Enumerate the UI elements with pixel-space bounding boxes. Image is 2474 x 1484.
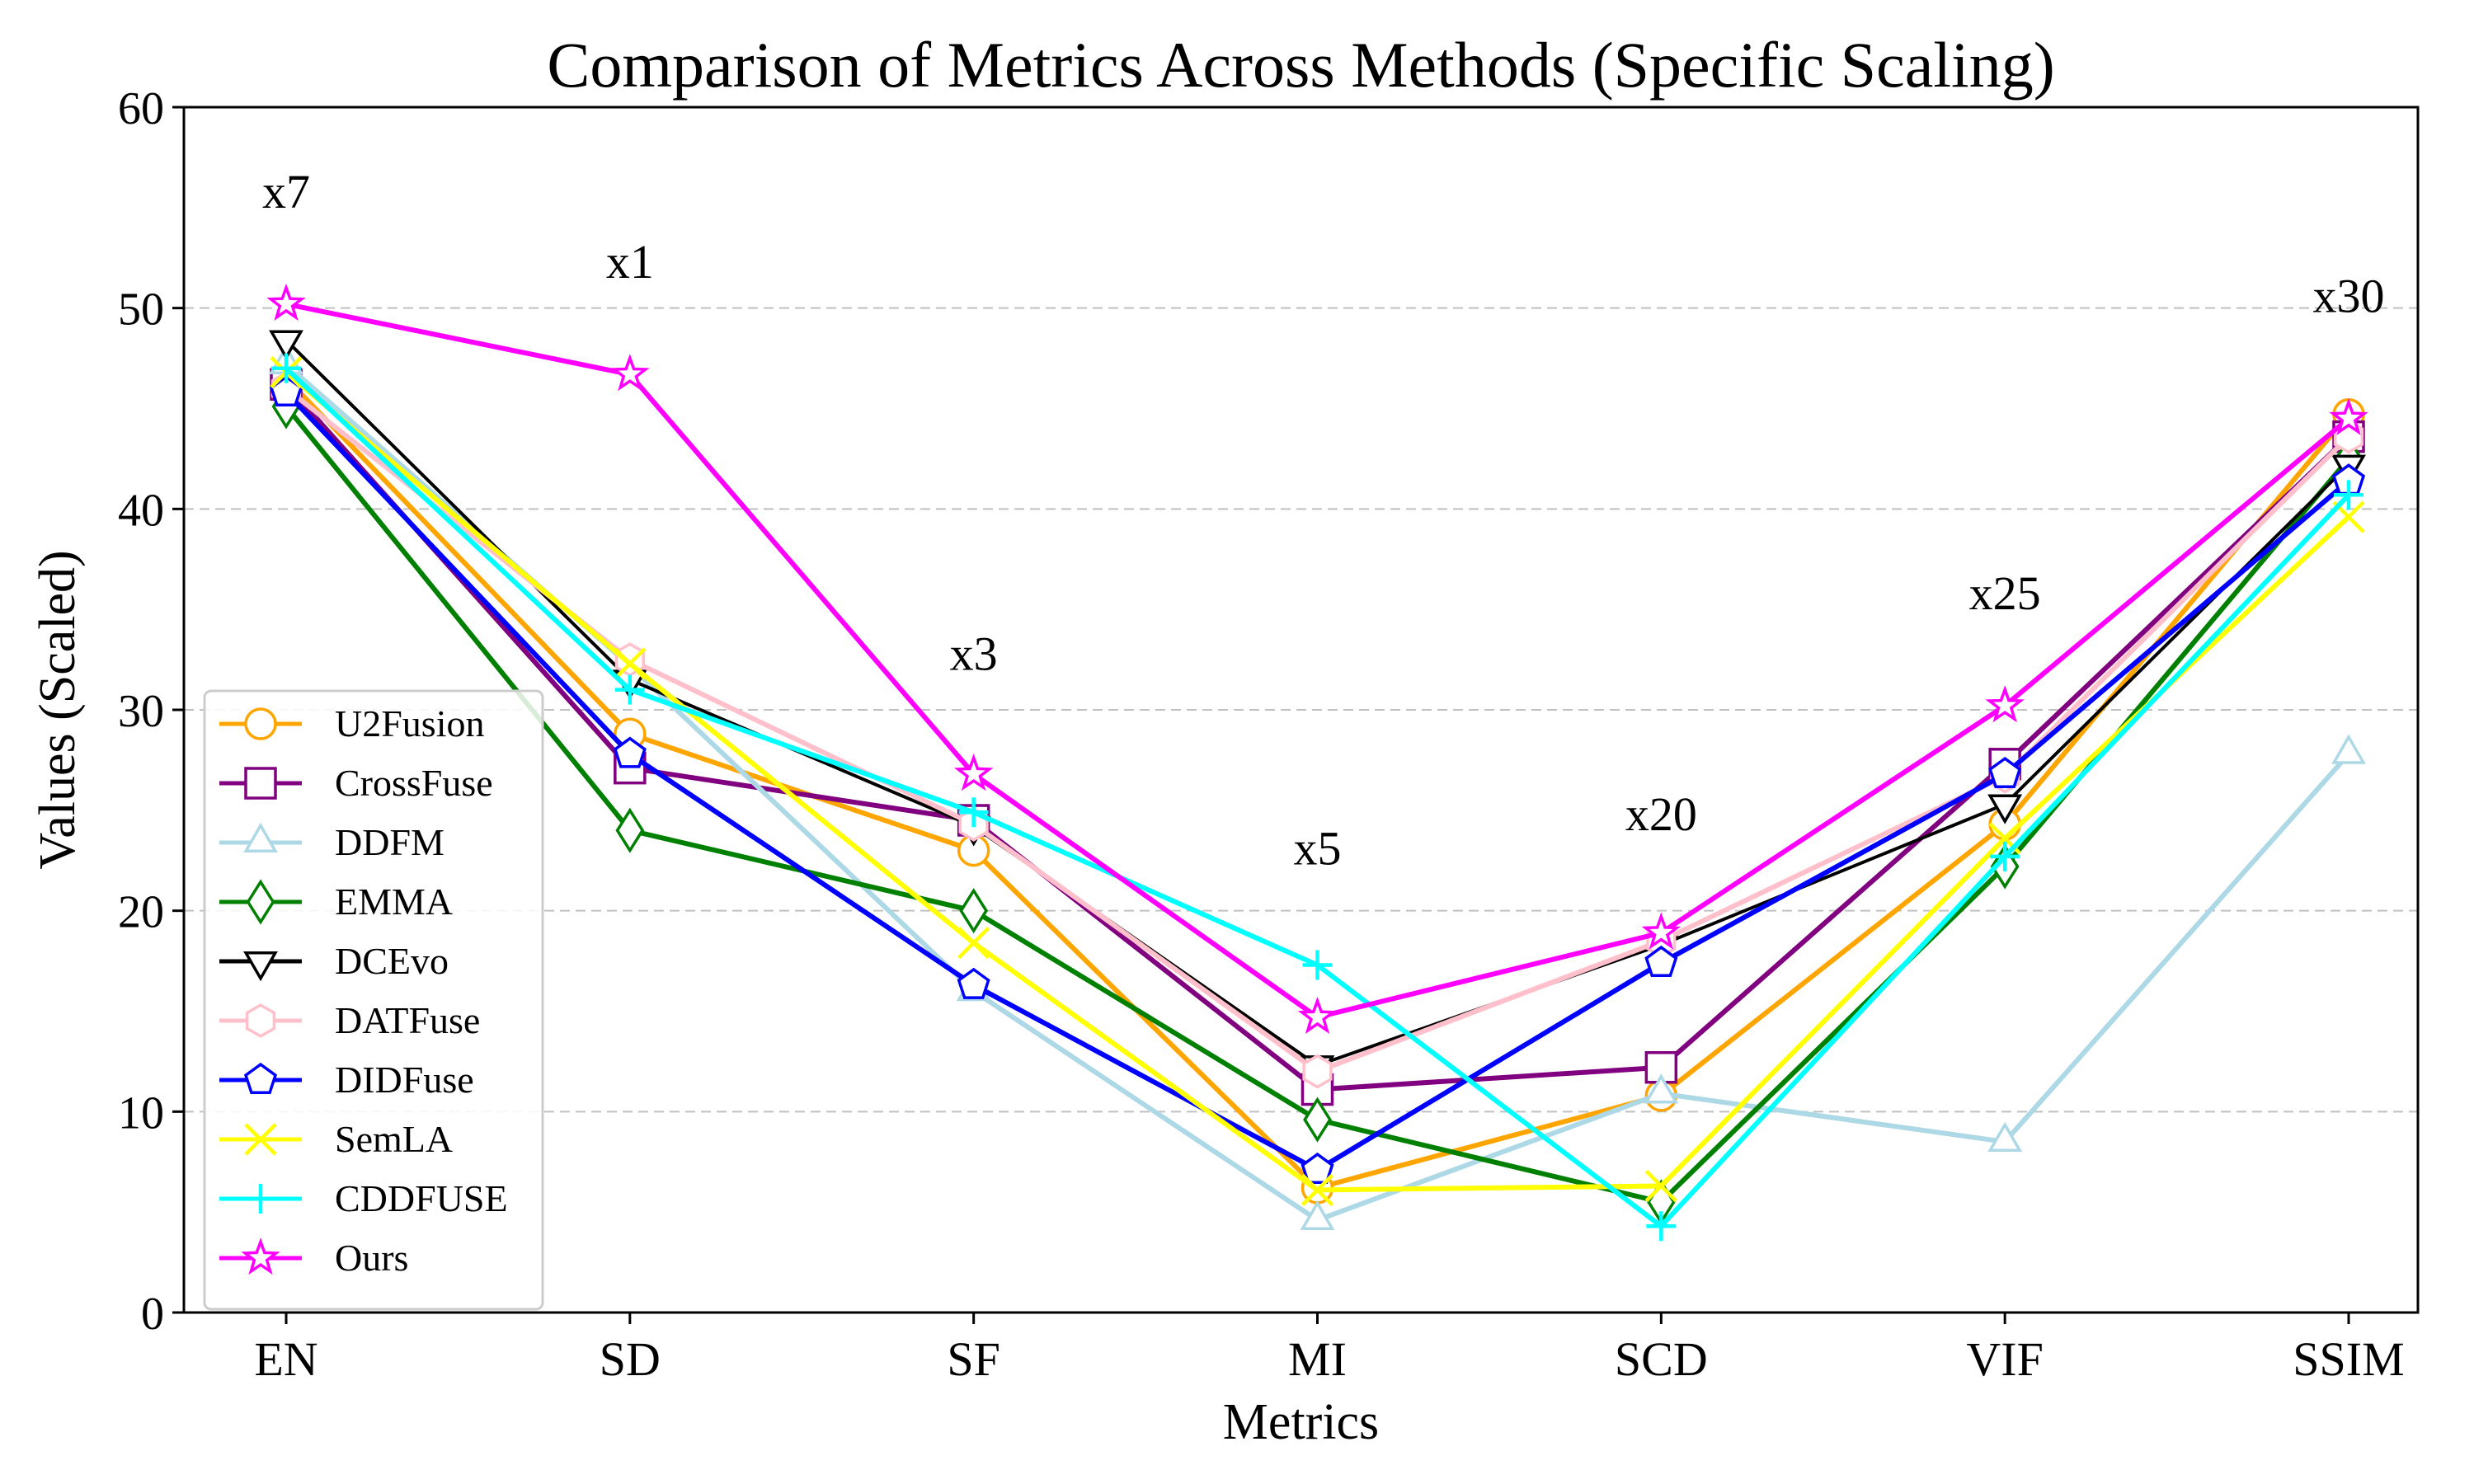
legend-item-emma: EMMA — [219, 879, 453, 925]
legend-marker — [244, 767, 277, 800]
scaling-annotation: x1 — [606, 235, 654, 289]
x-tick-label-scd: SCD — [1615, 1332, 1708, 1386]
legend-label: DCEvo — [335, 940, 449, 982]
x-tick-label-ssim: SSIM — [2293, 1332, 2404, 1386]
legend-marker — [243, 822, 278, 853]
data-point-didfuse — [957, 967, 990, 999]
data-point-cddfuse — [2334, 480, 2363, 510]
legend-label: Ours — [335, 1237, 408, 1279]
data-point-ours — [953, 754, 994, 791]
data-point-emma — [615, 807, 645, 853]
data-point-didfuse — [1644, 945, 1678, 978]
legend-marker — [244, 707, 277, 740]
data-point-emma — [959, 888, 989, 934]
data-point-cddfuse — [958, 797, 989, 828]
legend: U2Fusion CrossFuse DDFM EMMA DCEvo DATFuse DID… — [203, 689, 544, 1311]
data-point-ours — [1641, 912, 1681, 950]
scaling-annotations: x7 x1 x3 x5 x20 x25 x30 — [262, 165, 2385, 876]
legend-label: SemLA — [335, 1118, 453, 1160]
data-point-cddfuse — [271, 353, 301, 383]
legend-item-dcevo: DCEvo — [219, 940, 449, 982]
data-point-datfuse — [1302, 1054, 1333, 1089]
x-tick-label-vif: VIF — [1966, 1332, 2043, 1386]
legend-item-datfuse: DATFuse — [219, 999, 480, 1041]
scaling-annotation: x5 — [1294, 822, 1342, 876]
data-point-didfuse — [1300, 1152, 1334, 1185]
data-point-ours — [1985, 685, 2025, 723]
legend-marker — [243, 1062, 278, 1095]
data-point-dcevo — [1987, 794, 2023, 824]
data-point-ours — [266, 283, 306, 321]
data-point-ddfm — [1300, 1200, 1335, 1231]
data-point-ddfm — [2331, 734, 2366, 764]
data-point-ours — [610, 354, 650, 392]
scaling-annotation: x20 — [1625, 787, 1697, 841]
legend-label: DATFuse — [335, 999, 480, 1041]
legend-marker — [241, 1237, 280, 1275]
x-tick-label-mi: MI — [1288, 1332, 1347, 1386]
data-point-semla — [614, 647, 647, 680]
legend-label: CrossFuse — [335, 762, 493, 804]
data-point-emma — [1303, 1097, 1332, 1143]
series-didfuse — [269, 374, 2366, 1185]
legend-marker — [246, 1184, 275, 1214]
y-tick-label: 20 — [118, 887, 164, 938]
data-point-didfuse — [613, 736, 647, 768]
chart-title: Comparison of Metrics Across Methods (Sp… — [547, 29, 2054, 101]
x-axis-label: Metrics — [1223, 1394, 1379, 1450]
legend-item-ddfm: DDFM — [219, 821, 444, 863]
data-point-ours — [2329, 397, 2368, 435]
data-point-semla — [957, 927, 990, 960]
x-tick-label-sf: SF — [947, 1332, 1000, 1386]
data-point-cddfuse — [1302, 950, 1333, 980]
legend-marker — [245, 1003, 276, 1038]
axes: 0 10 20 30 40 50 60 EN SD SF MI SCD VIF SSIM — [118, 83, 2405, 1386]
y-tick-label: 50 — [118, 284, 164, 336]
data-point-ours — [1297, 996, 1338, 1034]
data-point-semla — [1644, 1169, 1677, 1203]
scaling-annotation: x7 — [262, 165, 310, 218]
legend-item-semla: SemLA — [219, 1118, 453, 1160]
data-point-cddfuse — [614, 674, 645, 705]
legend-marker — [243, 951, 278, 982]
x-tick-label-sd: SD — [600, 1332, 661, 1386]
y-tick-label: 40 — [118, 485, 164, 536]
series-cddfuse — [271, 353, 2363, 1242]
data-point-didfuse — [1988, 756, 2022, 789]
series-lines — [266, 283, 2368, 1242]
scaling-annotation: x3 — [950, 627, 998, 680]
data-point-ddfm — [1644, 1073, 1679, 1104]
legend-item-cddfuse: CDDFUSE — [219, 1177, 508, 1219]
legend-label: U2Fusion — [335, 702, 484, 744]
y-tick-label: 10 — [118, 1087, 164, 1139]
legend-item-u2fusion: U2Fusion — [219, 702, 484, 744]
legend-item-crossfuse: CrossFuse — [219, 762, 493, 804]
legend-item-didfuse: DIDFuse — [219, 1059, 474, 1101]
legend-marker — [244, 1123, 277, 1156]
data-point-cddfuse — [1646, 1211, 1677, 1242]
y-tick-label: 0 — [141, 1289, 164, 1340]
legend-marker — [246, 879, 275, 925]
legend-label: CDDFUSE — [335, 1177, 508, 1219]
legend-label: EMMA — [335, 881, 453, 923]
x-tick-label-en: EN — [254, 1332, 317, 1386]
y-tick-label: 60 — [118, 83, 164, 134]
data-point-semla — [1300, 1173, 1334, 1206]
legend-item-ours: Ours — [219, 1237, 408, 1279]
y-axis-label: Values (Scaled) — [30, 550, 86, 869]
legend-label: DDFM — [335, 821, 444, 863]
scaling-annotation: x30 — [2313, 270, 2385, 323]
legend-label: DIDFuse — [335, 1059, 474, 1101]
legend-box — [203, 689, 544, 1311]
scaling-annotation: x25 — [1969, 566, 2041, 620]
y-tick-label: 30 — [118, 686, 164, 737]
data-point-ddfm — [1987, 1121, 2023, 1152]
data-point-cddfuse — [1990, 841, 2020, 871]
series-ours — [266, 283, 2368, 1034]
data-point-dcevo — [269, 330, 303, 360]
